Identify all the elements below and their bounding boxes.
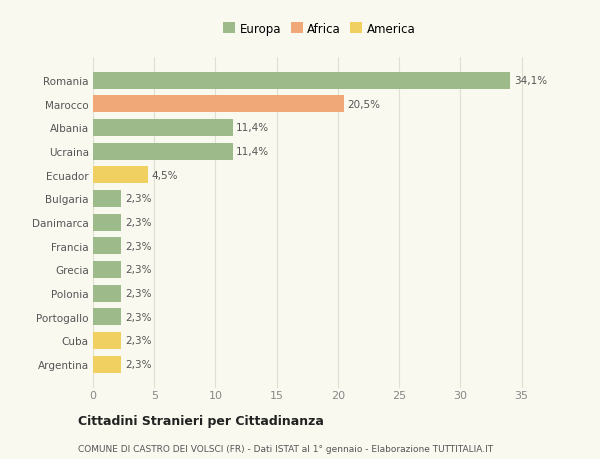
Legend: Europa, Africa, America: Europa, Africa, America <box>221 20 418 38</box>
Text: 34,1%: 34,1% <box>514 76 547 86</box>
Text: 11,4%: 11,4% <box>236 147 269 157</box>
Bar <box>93 143 233 160</box>
Bar <box>93 308 121 325</box>
Bar <box>93 190 121 207</box>
Text: 2,3%: 2,3% <box>125 265 151 275</box>
Bar <box>93 167 148 184</box>
Text: 2,3%: 2,3% <box>125 312 151 322</box>
Text: 20,5%: 20,5% <box>347 100 380 110</box>
Text: 2,3%: 2,3% <box>125 336 151 346</box>
Bar <box>93 96 344 113</box>
Bar <box>93 238 121 255</box>
Text: 11,4%: 11,4% <box>236 123 269 133</box>
Text: 2,3%: 2,3% <box>125 241 151 251</box>
Bar <box>93 214 121 231</box>
Text: 4,5%: 4,5% <box>152 170 178 180</box>
Bar <box>93 73 511 90</box>
Text: 2,3%: 2,3% <box>125 218 151 228</box>
Text: Cittadini Stranieri per Cittadinanza: Cittadini Stranieri per Cittadinanza <box>78 414 324 428</box>
Bar <box>93 261 121 278</box>
Text: 2,3%: 2,3% <box>125 359 151 369</box>
Text: 2,3%: 2,3% <box>125 289 151 298</box>
Bar <box>93 332 121 349</box>
Bar <box>93 120 233 137</box>
Text: COMUNE DI CASTRO DEI VOLSCI (FR) - Dati ISTAT al 1° gennaio - Elaborazione TUTTI: COMUNE DI CASTRO DEI VOLSCI (FR) - Dati … <box>78 444 493 453</box>
Text: 2,3%: 2,3% <box>125 194 151 204</box>
Bar <box>93 356 121 373</box>
Bar <box>93 285 121 302</box>
